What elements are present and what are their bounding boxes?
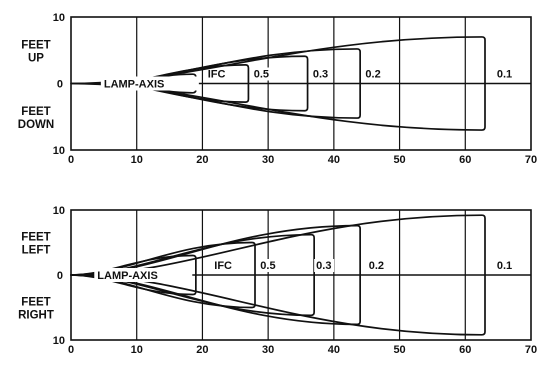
side-label-positive-line2: LEFT <box>22 245 51 257</box>
contour-label-bg <box>310 67 331 81</box>
contour-label: 0.5 <box>254 69 269 81</box>
side-label-negative-line2: DOWN <box>18 119 54 131</box>
x-tick-label: 20 <box>196 154 208 166</box>
panel-2: 0 10 20 30 40 50 60 7010010FEETLEFTFEETRIGHTIFC… <box>18 205 537 356</box>
contour-label-bg <box>494 67 515 81</box>
contour-label: 0.1 <box>497 260 512 272</box>
x-tick-label: 10 <box>131 344 143 356</box>
lamp-axis-label-bg <box>100 76 199 91</box>
x-tick-label: 70 <box>525 344 537 356</box>
contour-label: 0.1 <box>497 69 512 81</box>
contour-label-bg <box>314 259 335 272</box>
side-label-negative-line1: FEET <box>21 106 50 118</box>
x-tick-label: 10 <box>131 154 143 166</box>
x-tick-label: 50 <box>393 344 405 356</box>
contour-label-bg <box>494 259 515 272</box>
x-tick-label: 40 <box>328 344 340 356</box>
contour-label: 0.5 <box>260 260 275 272</box>
contour-label-bg <box>212 259 233 272</box>
side-label-positive-line1: FEET <box>21 39 50 51</box>
side-label-negative-line2: RIGHT <box>18 310 54 322</box>
contour-label-bg <box>205 67 226 81</box>
contour-label: IFC <box>208 69 226 81</box>
y-tick-label-top: 10 <box>53 12 65 24</box>
lamp-axis-label: LAMP-AXIS <box>104 79 165 91</box>
contour-label-bg <box>251 67 272 81</box>
contour-label: 0.2 <box>369 260 384 272</box>
contour-0-5 <box>70 241 256 309</box>
y-tick-label-mid: 0 <box>57 79 63 91</box>
contour-label: IFC <box>214 260 232 272</box>
lamp-axis-label: LAMP-AXIS <box>97 270 157 282</box>
contour-label-bg <box>363 67 384 81</box>
contour-label: 0.2 <box>365 69 380 81</box>
contour-label-bg <box>366 259 387 272</box>
contour-label: 0.3 <box>316 260 331 272</box>
x-tick-label: 0 <box>68 154 74 166</box>
side-label-positive-line1: FEET <box>21 232 50 244</box>
lamp-axis-label-bg <box>94 268 193 282</box>
x-tick-label: 50 <box>393 154 405 166</box>
y-tick-label-bottom: 10 <box>53 335 65 347</box>
contour-0-2 <box>70 224 361 326</box>
y-tick-label-bottom: 10 <box>53 145 65 157</box>
x-tick-label: 30 <box>262 344 274 356</box>
x-tick-label: 30 <box>262 154 274 166</box>
side-label-positive-line2: UP <box>28 52 44 64</box>
y-tick-label-mid: 0 <box>57 270 63 282</box>
contour-label-bg <box>258 259 279 272</box>
y-tick-label-top: 10 <box>53 205 65 217</box>
contour-label: 0.3 <box>313 69 328 81</box>
contour-0-3 <box>70 233 315 317</box>
x-tick-label: 60 <box>459 154 471 166</box>
contour-0-1 <box>70 214 486 336</box>
contour-0-1 <box>70 36 486 131</box>
side-label-negative-line1: FEET <box>21 297 50 309</box>
x-tick-label: 20 <box>196 344 208 356</box>
x-tick-label: 40 <box>328 154 340 166</box>
x-tick-label: 0 <box>68 344 74 356</box>
x-tick-label: 70 <box>525 154 537 166</box>
x-tick-label: 60 <box>459 344 471 356</box>
contour-0-2 <box>89 48 361 119</box>
